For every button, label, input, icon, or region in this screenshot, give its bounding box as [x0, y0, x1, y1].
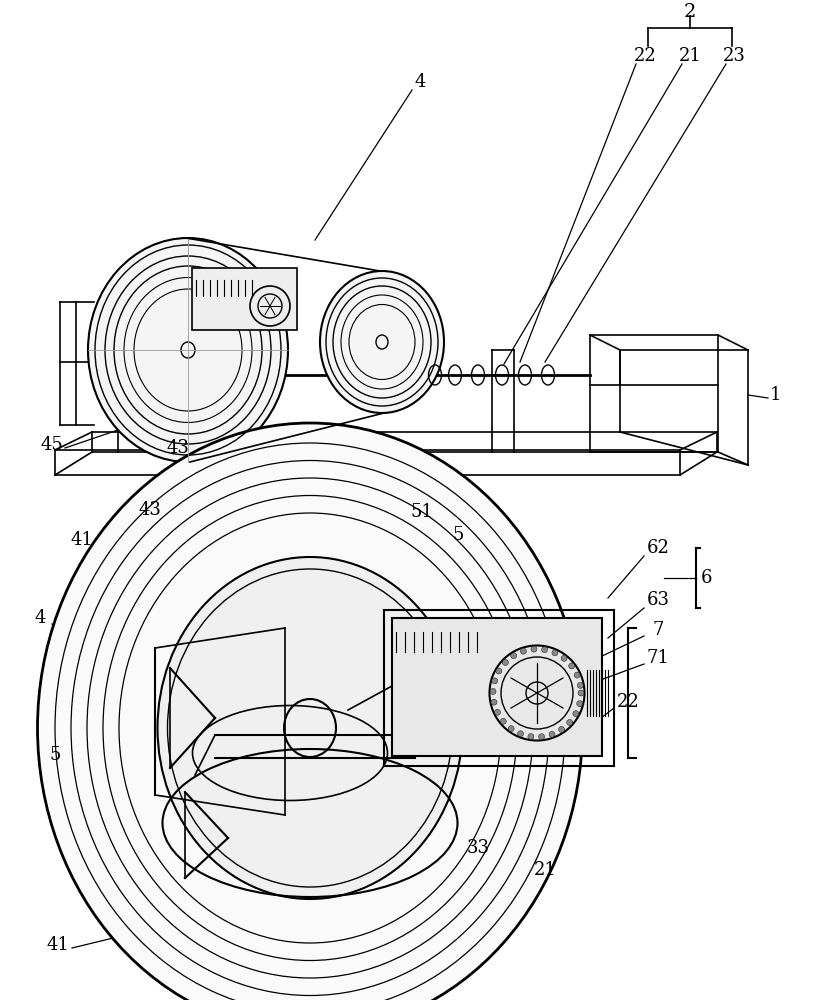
Ellipse shape [541, 647, 548, 653]
Ellipse shape [508, 726, 515, 732]
Ellipse shape [490, 688, 496, 694]
Ellipse shape [566, 719, 572, 725]
Text: 45: 45 [40, 436, 64, 454]
Ellipse shape [320, 271, 444, 413]
Text: 41: 41 [47, 936, 70, 954]
Ellipse shape [552, 650, 558, 656]
Ellipse shape [520, 648, 526, 654]
Ellipse shape [531, 646, 537, 652]
Text: 6: 6 [701, 569, 711, 587]
Ellipse shape [502, 659, 509, 665]
Bar [192, 268, 297, 330]
Ellipse shape [518, 731, 524, 737]
Ellipse shape [577, 701, 582, 707]
Ellipse shape [500, 718, 506, 724]
Text: 33: 33 [467, 839, 489, 857]
Ellipse shape [492, 678, 498, 684]
Ellipse shape [88, 238, 288, 462]
Text: 4: 4 [414, 73, 426, 91]
Text: 4: 4 [34, 609, 46, 627]
Ellipse shape [496, 668, 502, 674]
Text: 41: 41 [70, 531, 94, 549]
Text: 2: 2 [684, 3, 696, 21]
Ellipse shape [491, 699, 497, 705]
Ellipse shape [38, 423, 582, 1000]
Text: 21: 21 [534, 861, 556, 879]
Ellipse shape [539, 734, 545, 740]
Text: 51: 51 [411, 503, 433, 521]
Ellipse shape [559, 726, 565, 732]
Text: 7: 7 [652, 621, 664, 639]
Ellipse shape [577, 682, 583, 688]
Bar [392, 618, 602, 756]
Text: 63: 63 [646, 591, 670, 609]
Text: 5: 5 [49, 746, 60, 764]
Text: 43: 43 [167, 439, 189, 457]
Text: 23: 23 [722, 47, 746, 65]
Text: 21: 21 [679, 47, 701, 65]
Ellipse shape [569, 663, 575, 669]
Text: 43: 43 [138, 501, 162, 519]
Ellipse shape [574, 672, 580, 678]
Ellipse shape [510, 653, 517, 659]
Text: 71: 71 [647, 649, 670, 667]
Text: 22: 22 [634, 47, 656, 65]
Ellipse shape [549, 731, 555, 737]
Text: 1: 1 [769, 386, 781, 404]
Ellipse shape [158, 557, 463, 899]
Text: 22: 22 [617, 693, 639, 711]
Ellipse shape [561, 655, 567, 661]
Text: 5: 5 [453, 526, 463, 544]
Ellipse shape [494, 709, 500, 715]
Ellipse shape [528, 734, 534, 740]
Ellipse shape [578, 690, 584, 696]
Text: 62: 62 [647, 539, 670, 557]
Ellipse shape [573, 711, 579, 717]
